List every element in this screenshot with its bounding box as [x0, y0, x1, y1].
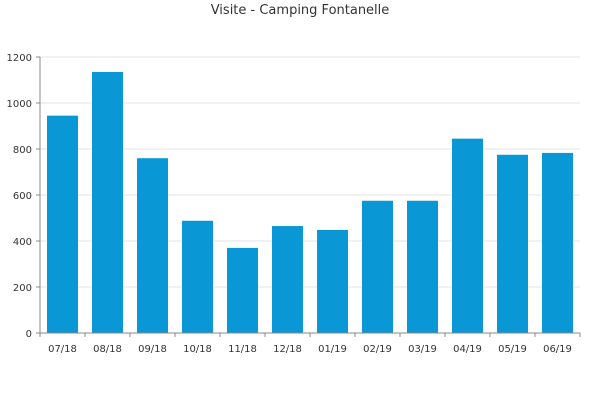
bar	[272, 226, 303, 333]
chart-title: Visite - Camping Fontanelle	[210, 3, 390, 18]
y-tick-labels: 0 200 400 600 800 1000 1200	[7, 53, 32, 340]
y-tick-label: 1200	[7, 53, 32, 64]
bar	[317, 229, 348, 333]
bar	[137, 158, 168, 333]
bar	[47, 115, 78, 334]
bars	[47, 71, 573, 334]
x-tick-label: 12/18	[273, 344, 302, 355]
y-tick-label: 400	[13, 237, 32, 248]
grid-lines	[40, 56, 580, 288]
y-tick-label: 200	[13, 283, 32, 294]
x-tick-label: 07/18	[48, 344, 77, 355]
y-tick-label: 800	[13, 145, 32, 156]
y-tick-label: 1000	[7, 99, 32, 110]
x-tick-label: 01/19	[318, 344, 347, 355]
x-tick-label: 03/19	[408, 344, 437, 355]
bar	[362, 200, 393, 333]
x-tick-label: 11/18	[228, 344, 257, 355]
x-tick-labels: 07/18 08/18 09/18 10/18 11/18 12/18 01/19 02/19…	[48, 344, 572, 355]
bar	[92, 71, 123, 333]
x-tick-label: 06/19	[543, 344, 572, 355]
bar	[452, 138, 483, 333]
x-tick-label: 09/18	[138, 344, 167, 355]
bar	[227, 247, 258, 333]
y-tick-label: 0	[26, 329, 32, 340]
bar	[542, 152, 573, 333]
bar	[407, 200, 438, 333]
bar	[182, 220, 213, 333]
x-tick-label: 08/18	[93, 344, 122, 355]
bar	[497, 154, 528, 333]
x-tick-label: 04/19	[453, 344, 482, 355]
axes	[36, 56, 581, 337]
y-tick-label: 600	[13, 191, 32, 202]
x-tick-label: 05/19	[498, 344, 527, 355]
x-tick-label: 02/19	[363, 344, 392, 355]
x-tick-label: 10/18	[183, 344, 212, 355]
